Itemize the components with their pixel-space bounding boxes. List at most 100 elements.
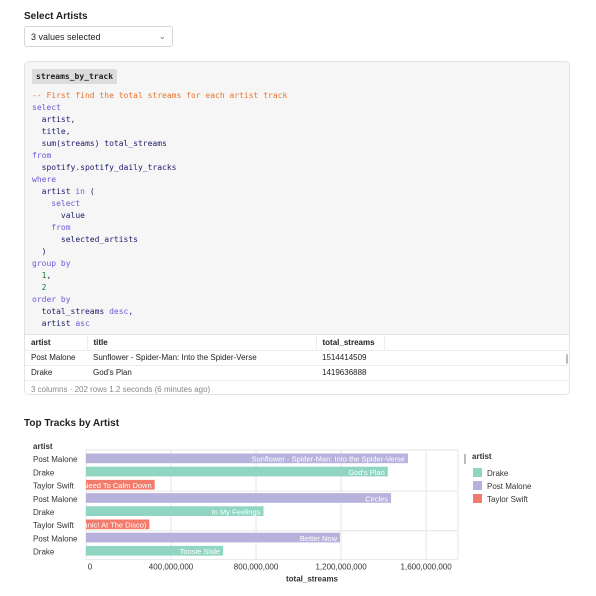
table-cell: Post Malone <box>25 350 87 366</box>
code-token: 2 <box>32 283 47 292</box>
bar <box>86 506 264 516</box>
bar-data-label: You Need To Calm Down <box>68 481 151 490</box>
code-line: 2 <box>32 282 287 294</box>
code-token: from <box>32 223 71 232</box>
code-line: where <box>32 174 287 186</box>
code-line: artist asc <box>32 318 287 330</box>
code-line: from <box>32 150 287 162</box>
code-line: title, <box>32 126 287 138</box>
bar <box>86 519 150 530</box>
category-tick-label: Drake <box>33 468 55 477</box>
code-token: artist, <box>32 115 76 124</box>
code-token: asc <box>75 319 90 328</box>
results-footer: 3 columns · 202 rows 1.2 seconds (6 minu… <box>31 385 211 394</box>
code-token: 1 <box>32 271 47 280</box>
code-line: sum(streams) total_streams <box>32 138 287 150</box>
chart-title: Top Tracks by Artist <box>24 418 120 429</box>
code-token: ) <box>32 247 47 256</box>
x-tick-label: 400,000,000 <box>149 563 194 572</box>
code-token: select <box>32 199 81 208</box>
bar <box>86 466 388 477</box>
code-token: total_streams <box>32 307 110 316</box>
bar-data-label: God's Plan <box>348 468 384 477</box>
bar-data-label: In My Feelings <box>212 508 261 517</box>
code-token: from <box>32 151 52 160</box>
chevron-down-icon[interactable]: ⌄ <box>158 31 166 41</box>
table-row[interactable]: Drake God's Plan 1419636888 <box>25 365 569 381</box>
code-line: select <box>32 102 287 114</box>
legend-swatch <box>473 481 482 490</box>
code-token: value <box>32 211 85 220</box>
table-cell: 1419636888 <box>316 365 384 381</box>
category-tick-label: Taylor Swift <box>33 521 75 530</box>
select-artists-label: Select Artists <box>24 11 88 22</box>
select-artists-dropdown[interactable]: 3 values selected ⌄ <box>24 26 173 47</box>
category-tick-label: Post Malone <box>33 455 78 464</box>
code-line: order by <box>32 294 287 306</box>
code-line: 1, <box>32 270 287 282</box>
table-cell: God's Plan <box>87 365 316 381</box>
code-token: ( <box>85 187 95 196</box>
code-line: spotify.spotify_daily_tracks <box>32 162 287 174</box>
x-tick-label: 800,000,000 <box>234 563 279 572</box>
category-tick-label: Post Malone <box>33 534 78 543</box>
y-axis-title: artist <box>33 442 53 451</box>
legend-scrollbar <box>464 454 466 464</box>
bar-data-label: Better Now <box>300 534 338 543</box>
code-token: -- First find the total streams for each… <box>32 91 288 100</box>
code-line: artist, <box>32 114 287 126</box>
table-row[interactable]: Post Malone Sunflower - Spider-Man: Into … <box>25 350 569 366</box>
bar-data-label: ME! (feat. Brendon Urie of Panic! At The… <box>24 521 147 530</box>
column-header-total_streams[interactable]: total_streams <box>316 335 385 351</box>
bar <box>86 453 408 464</box>
code-token: title, <box>32 127 71 136</box>
legend-item: Taylor Swift <box>487 495 529 504</box>
code-token: where <box>32 175 57 184</box>
results-panel: artist title total_streams Post Malone Sunf… <box>25 334 569 394</box>
code-token: in <box>75 187 85 196</box>
legend-swatch <box>473 468 482 477</box>
bar-data-label: Circles <box>365 494 388 503</box>
table-cell-filler <box>384 350 569 366</box>
dropdown-value: 3 values selected <box>31 32 101 42</box>
code-token: , <box>46 271 52 280</box>
bar-data-label: Sunflower - Spider-Man: Into the Spider-… <box>251 455 404 464</box>
code-line: select <box>32 198 287 210</box>
results-scrollbar[interactable] <box>566 354 568 364</box>
code-line: value <box>32 210 287 222</box>
table-cell: Sunflower - Spider-Man: Into the Spider-… <box>87 350 316 366</box>
code-line: artist in ( <box>32 186 287 198</box>
results-table: artist title total_streams Post Malone Sunf… <box>25 335 569 381</box>
x-tick-label: 1,200,000,000 <box>315 563 367 572</box>
column-header-filler <box>384 335 569 351</box>
category-tick-label: Drake <box>33 508 55 517</box>
code-line: total_streams desc, <box>32 306 287 318</box>
legend-swatch <box>473 494 482 503</box>
category-tick-label: Taylor Swift <box>33 482 75 491</box>
code-token: spotify.spotify_daily_tracks <box>32 163 177 172</box>
code-token: desc <box>109 307 129 316</box>
column-header-title[interactable]: title <box>87 335 317 351</box>
code-token: , <box>128 307 134 316</box>
table-cell: 1514414509 <box>316 350 384 366</box>
sql-code-editor[interactable]: -- First find the total streams for each… <box>32 90 287 330</box>
legend-title: artist <box>472 452 492 461</box>
code-token: selected_artists <box>32 235 138 244</box>
bar-data-label: Toosie Slide <box>180 547 220 556</box>
code-token: sum(streams) total_streams <box>32 139 167 148</box>
code-line: from <box>32 222 287 234</box>
code-token: artist <box>32 187 76 196</box>
code-line: group by <box>32 258 287 270</box>
x-axis-title: total_streams <box>286 575 339 584</box>
cell-name-badge[interactable]: streams_by_track <box>32 69 118 84</box>
code-token: artist <box>32 319 76 328</box>
sql-cell: streams_by_track -- First find the total… <box>24 61 570 395</box>
legend-item: Post Malone <box>487 482 532 491</box>
column-header-artist[interactable]: artist <box>25 335 88 351</box>
bar <box>86 532 341 543</box>
x-tick-label: 0 <box>88 563 93 572</box>
legend-item: Drake <box>487 469 509 478</box>
category-tick-label: Drake <box>33 548 55 557</box>
category-tick-label: Post Malone <box>33 495 78 504</box>
bar <box>86 479 155 490</box>
